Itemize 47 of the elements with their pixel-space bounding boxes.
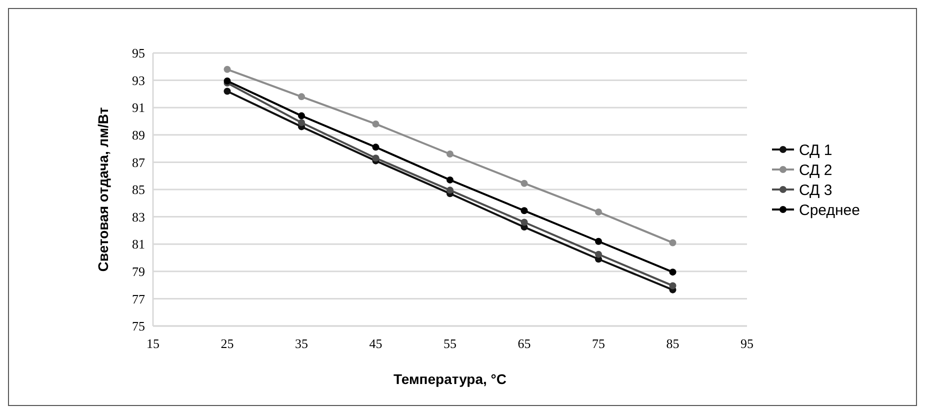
point xyxy=(224,66,231,73)
legend-label: СД 1 xyxy=(799,142,832,159)
y-tick-label: 87 xyxy=(132,154,146,170)
point xyxy=(298,112,305,120)
y-tick-label: 79 xyxy=(132,264,145,279)
x-axis-title: Температура, °С xyxy=(393,371,507,387)
point xyxy=(446,186,454,194)
point xyxy=(669,239,676,246)
point xyxy=(595,250,602,258)
x-tick-label: 85 xyxy=(666,336,680,351)
y-tick-label: 81 xyxy=(132,236,145,252)
y-tick-label: 85 xyxy=(132,182,145,198)
point xyxy=(520,218,528,226)
point xyxy=(446,176,454,184)
point xyxy=(520,207,528,214)
x-tick-label: 25 xyxy=(220,336,234,351)
point xyxy=(298,119,305,126)
x-tick-label: 95 xyxy=(740,336,754,351)
point xyxy=(669,268,676,276)
x-tick-label: 35 xyxy=(295,336,308,351)
legend-label: СД 2 xyxy=(799,162,832,179)
x-tick-label: 15 xyxy=(146,336,160,351)
y-tick-label: 89 xyxy=(132,127,145,142)
y-tick-label: 77 xyxy=(132,291,146,306)
y-tick-label: 75 xyxy=(132,318,145,334)
point xyxy=(298,93,305,100)
point xyxy=(595,238,602,245)
y-tick-label: 95 xyxy=(132,46,145,61)
legend-label: СД 3 xyxy=(799,182,832,199)
point xyxy=(372,120,380,128)
point xyxy=(372,144,380,151)
point xyxy=(669,282,676,290)
y-tick-label: 83 xyxy=(132,209,145,224)
point xyxy=(224,88,231,95)
legend-label: Среднее xyxy=(799,202,860,219)
y-tick-label: 91 xyxy=(132,100,145,116)
x-tick-label: 55 xyxy=(444,336,456,351)
point xyxy=(595,208,602,216)
point xyxy=(446,150,454,158)
point xyxy=(224,77,231,84)
point xyxy=(520,180,528,187)
x-tick-label: 75 xyxy=(592,336,605,351)
y-tick-label: 93 xyxy=(132,72,145,88)
x-tick-label: 45 xyxy=(369,336,382,351)
point xyxy=(372,154,380,162)
y-axis-title: Световая отдача, лм/Вт xyxy=(95,107,111,272)
x-tick-label: 65 xyxy=(518,336,531,351)
